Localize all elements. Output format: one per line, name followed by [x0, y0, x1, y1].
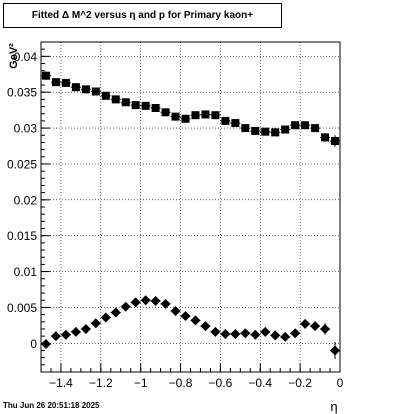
- chart-title: Fitted Δ M^2 versus η and p for Primary …: [31, 10, 254, 21]
- data-point-square: [211, 111, 220, 120]
- y-tick-label: 0.005: [7, 301, 37, 315]
- y-tick-label: 0.03: [14, 122, 38, 136]
- data-point-square: [261, 127, 270, 136]
- y-tick-label: 0.04: [14, 50, 38, 64]
- data-point-square: [161, 108, 170, 117]
- data-point-diamond: [140, 295, 151, 306]
- x-tick-label: −1.2: [89, 376, 113, 390]
- data-point-square: [271, 128, 280, 137]
- data-point-diamond: [40, 339, 51, 350]
- data-point-square: [191, 111, 200, 120]
- data-point-square: [321, 133, 330, 142]
- y-tick-label: 0.01: [14, 265, 38, 279]
- x-tick-label: −1: [134, 376, 148, 390]
- y-tick-label: 0.035: [7, 86, 37, 100]
- tick-labels: −1.4 −1.2 −1 −0.8 −0.6 −0.4 −0.2 0 0 0.005 0.01 0.0…: [7, 50, 344, 390]
- data-point-diamond: [180, 311, 191, 322]
- data-point-diamond: [200, 321, 211, 332]
- data-point-square: [331, 137, 340, 145]
- data-point-square: [171, 112, 180, 121]
- data-point-diamond: [300, 318, 311, 329]
- x-tick-label: −1.4: [49, 376, 73, 390]
- data-point-diamond: [310, 321, 321, 332]
- timestamp: Thu Jun 26 20:51:18 2025: [3, 401, 100, 410]
- data-point-diamond: [100, 312, 111, 323]
- data-point-square: [51, 78, 60, 87]
- x-tick-label: −0.8: [169, 376, 193, 390]
- data-point-diamond: [290, 328, 301, 339]
- data-point-square: [141, 101, 150, 110]
- data-point-square: [181, 114, 190, 123]
- x-axis-label: η: [330, 399, 337, 414]
- data-point-square: [241, 124, 250, 133]
- data-point-square: [71, 83, 80, 92]
- data-point-diamond: [230, 328, 241, 339]
- data-point-square: [121, 98, 130, 107]
- x-tick-label: −0.4: [248, 376, 272, 390]
- title-box: Fitted Δ M^2 versus η and p for Primary …: [3, 3, 282, 28]
- data-point-diamond: [210, 326, 221, 337]
- data-point-square: [251, 126, 260, 135]
- data-point-square: [111, 95, 120, 104]
- data-point-diamond: [80, 323, 91, 334]
- data-point-square: [201, 110, 210, 119]
- data-point-square: [151, 104, 160, 112]
- data-point-diamond: [70, 326, 81, 337]
- data-point-square: [221, 116, 230, 125]
- data-point-diamond: [110, 307, 121, 318]
- x-tick-label: −0.6: [209, 376, 233, 390]
- data-point-diamond: [320, 323, 331, 334]
- series-2: [40, 295, 341, 360]
- data-point-square: [231, 119, 240, 128]
- data-point-diamond: [250, 329, 261, 340]
- data-point-square: [291, 121, 300, 130]
- series-1: [41, 71, 340, 147]
- data-point-square: [281, 125, 290, 134]
- x-tick-label: 0: [337, 376, 344, 390]
- data-point-diamond: [260, 326, 271, 337]
- data-point-square: [131, 101, 140, 110]
- y-tick-label: 0.02: [14, 193, 38, 207]
- grid-lines: [41, 42, 341, 372]
- data-point-diamond: [240, 328, 251, 339]
- y-tick-label: 0.015: [7, 229, 37, 243]
- data-point-square: [311, 124, 320, 133]
- data-point-diamond: [160, 298, 171, 309]
- data-point-diamond: [220, 328, 231, 339]
- data-point-square: [91, 87, 100, 96]
- data-point-square: [41, 71, 50, 80]
- data-point-square: [81, 85, 90, 94]
- y-tick-label: 0: [30, 337, 37, 351]
- y-axis-label: GeV²: [8, 43, 20, 69]
- data-point-diamond: [120, 301, 131, 312]
- data-point-diamond: [60, 329, 71, 340]
- data-point-diamond: [190, 315, 201, 326]
- data-point-diamond: [150, 295, 161, 306]
- axis-ticks: [40, 48, 341, 373]
- data-series: [40, 71, 341, 360]
- data-point-diamond: [170, 306, 181, 317]
- data-point-diamond: [280, 331, 291, 342]
- y-tick-label: 0.025: [7, 157, 37, 171]
- x-tick-label: −0.2: [288, 376, 312, 390]
- data-point-diamond: [130, 297, 141, 308]
- data-point-diamond: [50, 331, 61, 342]
- data-point-square: [101, 91, 110, 100]
- data-point-square: [61, 78, 70, 87]
- data-point-diamond: [90, 318, 101, 329]
- data-point-diamond: [270, 330, 281, 341]
- data-point-diamond: [330, 345, 341, 356]
- data-point-square: [301, 121, 310, 130]
